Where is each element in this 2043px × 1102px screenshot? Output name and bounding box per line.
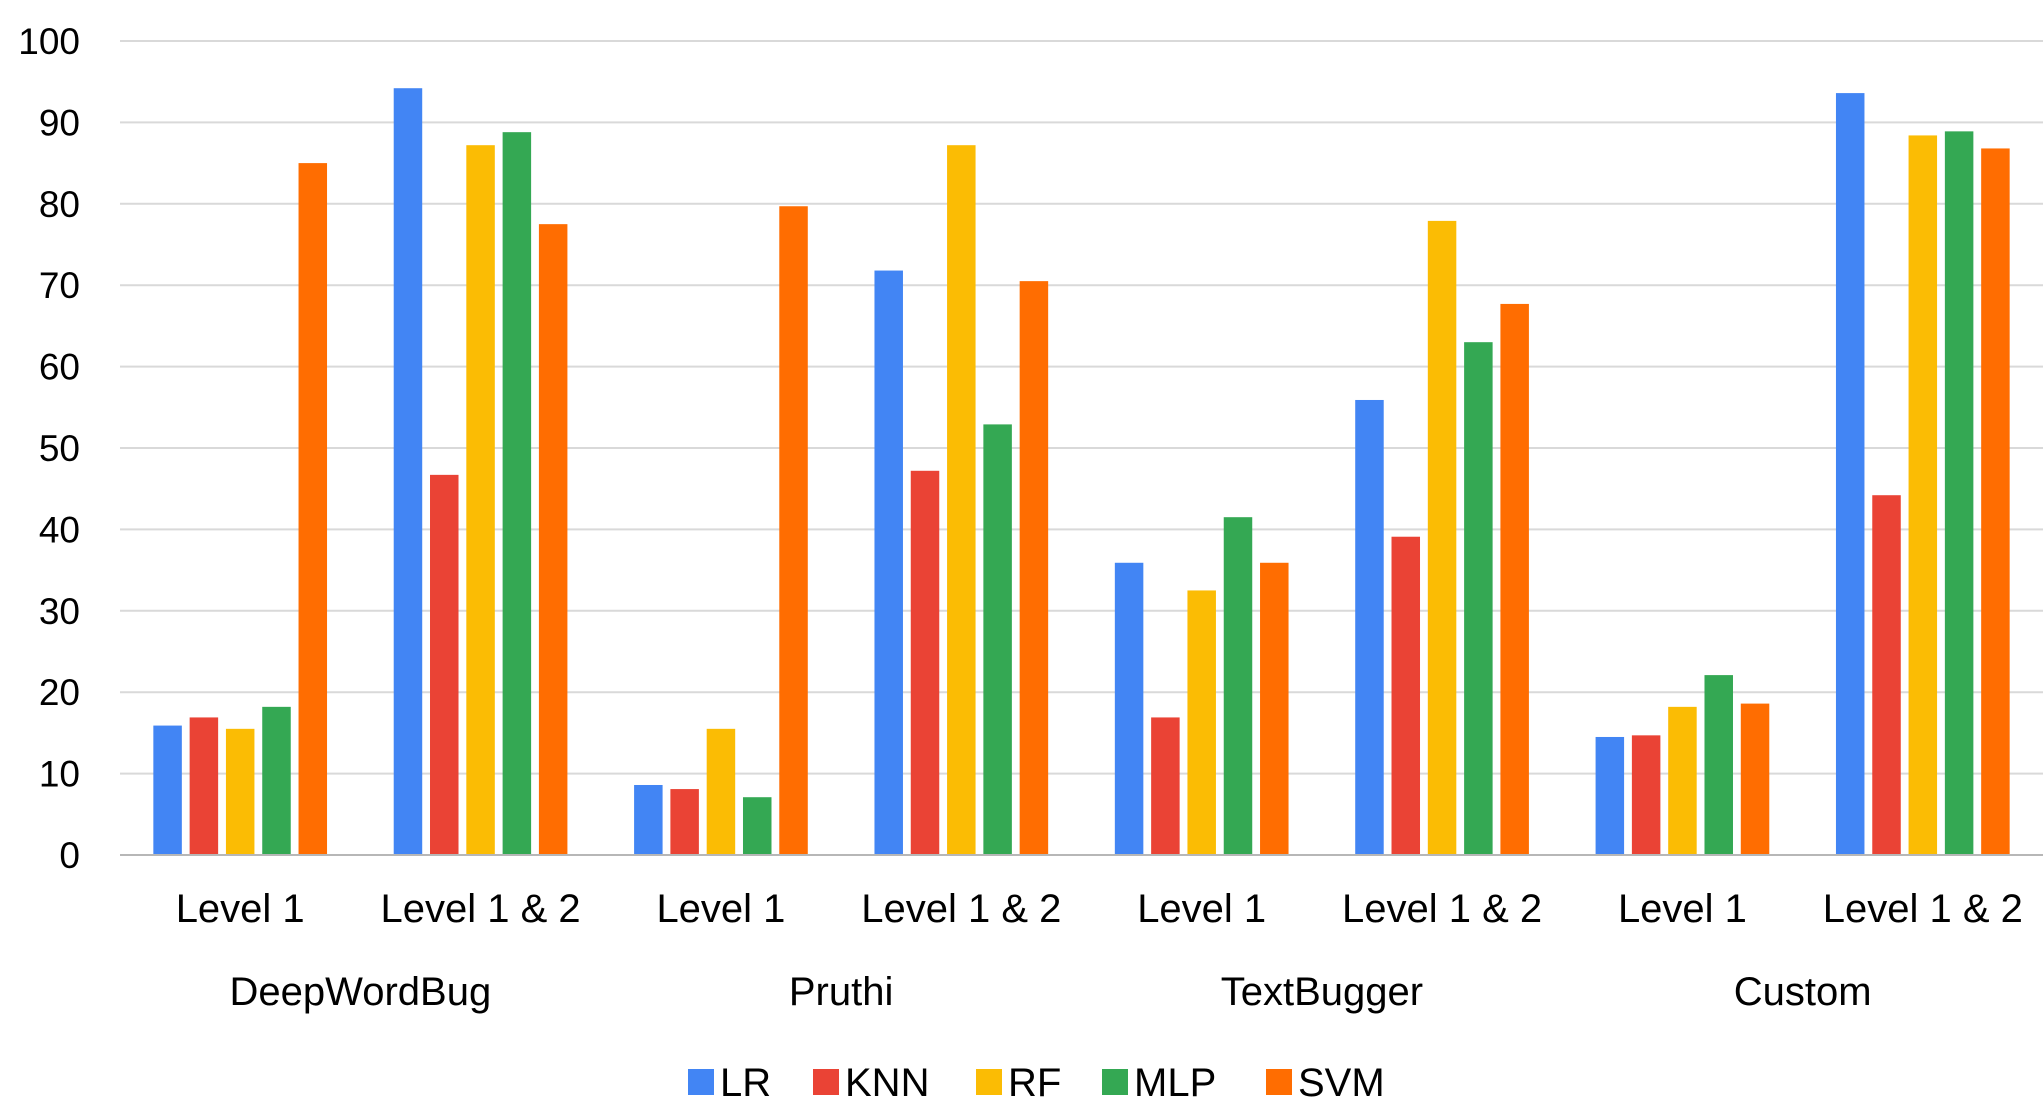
bar-rf-2 xyxy=(706,728,736,855)
x-group-label: TextBugger xyxy=(1221,970,1423,1014)
bar-svm-4 xyxy=(1260,562,1289,855)
legend-swatch-svm xyxy=(1266,1069,1292,1095)
bar-svm-5 xyxy=(1500,303,1529,855)
bar-rf-4 xyxy=(1187,590,1216,855)
legend-swatch-rf xyxy=(976,1069,1002,1095)
bar-svm-3 xyxy=(1019,281,1049,855)
bar-mlp-2 xyxy=(742,797,772,855)
bar-knn-7 xyxy=(1872,495,1901,855)
y-axis-tick-labels: 0 10 20 30 40 50 60 70 80 90 100 xyxy=(18,21,80,876)
x-axis-category-labels: Level 1 Level 1 & 2 Level 1 Level 1 & 2 Leve… xyxy=(176,887,2023,931)
x-category-label: Level 1 xyxy=(1137,887,1266,931)
bar-knn-4 xyxy=(1151,717,1180,855)
y-tick-label: 70 xyxy=(39,265,80,306)
legend: LR KNN RF MLP SVM xyxy=(688,1061,1385,1102)
bar-knn-0 xyxy=(189,717,219,855)
bar-svm-6 xyxy=(1740,703,1770,855)
bar-rf-3 xyxy=(947,145,976,855)
bar-svm-7 xyxy=(1981,148,2010,855)
bar-lr-7 xyxy=(1835,93,1865,855)
bar-rf-5 xyxy=(1427,220,1457,856)
y-tick-label: 30 xyxy=(39,591,80,632)
bar-knn-6 xyxy=(1631,735,1661,855)
x-group-label: DeepWordBug xyxy=(230,970,492,1014)
bar-mlp-1 xyxy=(502,132,532,856)
legend-swatch-lr xyxy=(688,1069,714,1095)
legend-label-rf: RF xyxy=(1008,1061,1061,1102)
y-tick-label: 90 xyxy=(39,102,80,143)
x-group-label: Custom xyxy=(1734,970,1872,1014)
bar-svm-1 xyxy=(538,224,568,855)
x-category-label: Level 1 xyxy=(656,887,785,931)
x-group-label: Pruthi xyxy=(789,970,894,1014)
bar-mlp-4 xyxy=(1223,517,1253,855)
bar-lr-6 xyxy=(1595,736,1625,855)
bar-rf-7 xyxy=(1908,135,1938,855)
bar-svm-2 xyxy=(779,206,808,855)
legend-label-mlp: MLP xyxy=(1134,1061,1216,1102)
bar-rf-6 xyxy=(1668,706,1697,855)
bar-mlp-0 xyxy=(262,706,291,855)
bar-lr-4 xyxy=(1114,562,1144,855)
bar-mlp-5 xyxy=(1464,342,1493,855)
bar-mlp-7 xyxy=(1944,131,1974,855)
y-tick-label: 40 xyxy=(39,509,80,550)
y-tick-label: 100 xyxy=(18,21,80,62)
bar-rf-0 xyxy=(225,728,255,855)
bar-knn-2 xyxy=(670,789,699,855)
x-category-label: Level 1 & 2 xyxy=(380,887,580,931)
legend-swatch-mlp xyxy=(1102,1069,1128,1095)
bar-knn-1 xyxy=(430,474,459,855)
legend-swatch-knn xyxy=(813,1069,839,1095)
bar-rf-1 xyxy=(466,145,495,855)
y-tick-label: 60 xyxy=(39,347,80,388)
bar-lr-5 xyxy=(1355,399,1384,855)
bars xyxy=(153,88,2010,856)
legend-label-lr: LR xyxy=(720,1061,771,1102)
y-tick-label: 20 xyxy=(39,672,80,713)
x-axis-group-labels: DeepWordBug Pruthi TextBugger Custom xyxy=(230,970,1872,1014)
legend-label-knn: KNN xyxy=(845,1061,929,1102)
bar-svm-0 xyxy=(298,163,328,856)
bar-mlp-3 xyxy=(983,424,1012,855)
x-category-label: Level 1 xyxy=(1618,887,1747,931)
bar-lr-1 xyxy=(393,88,423,856)
legend-label-svm: SVM xyxy=(1298,1061,1385,1102)
x-category-label: Level 1 & 2 xyxy=(1823,887,2023,931)
y-tick-label: 80 xyxy=(39,184,80,225)
y-tick-label: 50 xyxy=(39,428,80,469)
bar-knn-3 xyxy=(910,470,940,855)
x-category-label: Level 1 xyxy=(176,887,305,931)
bar-knn-5 xyxy=(1391,536,1421,855)
bar-lr-2 xyxy=(634,784,663,855)
y-tick-label: 10 xyxy=(39,754,80,795)
bar-lr-3 xyxy=(874,270,903,856)
y-tick-label: 0 xyxy=(59,835,80,876)
x-category-label: Level 1 & 2 xyxy=(1342,887,1542,931)
bar-lr-0 xyxy=(153,725,182,855)
bar-mlp-6 xyxy=(1704,675,1733,855)
x-category-label: Level 1 & 2 xyxy=(861,887,1061,931)
